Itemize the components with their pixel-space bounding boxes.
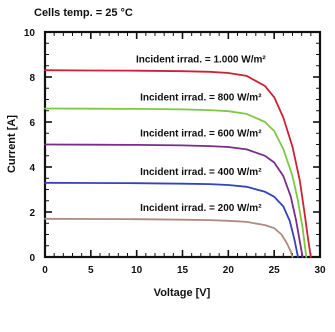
y-axis-ticks: 0 2 4 6 8 10 [24, 28, 320, 264]
curve-label: Incident irrad. = 400 W/m² [140, 167, 262, 178]
curve-label: Incident irrad. = 600 W/m² [140, 129, 262, 140]
x-tick-label: 30 [314, 265, 326, 276]
x-tick-label: 15 [177, 265, 189, 276]
y-tick-label: 8 [29, 73, 35, 84]
y-tick-label: 10 [24, 28, 36, 39]
curve-label: Incident irrad. = 200 W/m² [140, 203, 262, 214]
x-tick-label: 0 [42, 265, 48, 276]
iv-curve [44, 69, 312, 258]
iv-curve [44, 107, 308, 258]
y-axis-label: Current [A] [6, 115, 18, 173]
y-tick-label: 2 [29, 208, 35, 219]
iv-curve [44, 181, 299, 258]
x-axis-label: Voltage [V] [154, 287, 211, 299]
y-tick-label: 4 [29, 163, 35, 174]
curve-label: Incident irrad. = 800 W/m² [140, 93, 262, 104]
x-tick-label: 10 [131, 265, 143, 276]
chart-title: Cells temp. = 25 °C [34, 7, 133, 19]
curve-labels: Incident irrad. = 1.000 W/m² Incident irr… [136, 54, 266, 214]
x-tick-label: 5 [88, 265, 94, 276]
x-tick-label: 20 [223, 265, 235, 276]
iv-curve [44, 217, 294, 258]
x-tick-label: 25 [269, 265, 281, 276]
y-tick-label: 0 [29, 253, 35, 264]
curves [44, 69, 312, 258]
x-axis-ticks: 0 5 10 15 20 25 30 [42, 32, 326, 276]
iv-curve [44, 143, 304, 258]
y-tick-label: 6 [29, 118, 35, 129]
curve-label: Incident irrad. = 1.000 W/m² [136, 54, 266, 65]
